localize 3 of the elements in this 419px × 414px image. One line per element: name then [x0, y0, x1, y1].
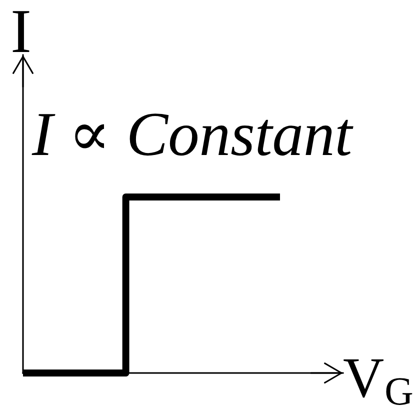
x-axis-title: V$_{G}$	[344, 359, 412, 405]
text: I ∝ Constant	[32, 114, 354, 156]
y-axis-title: I	[12, 11, 30, 52]
